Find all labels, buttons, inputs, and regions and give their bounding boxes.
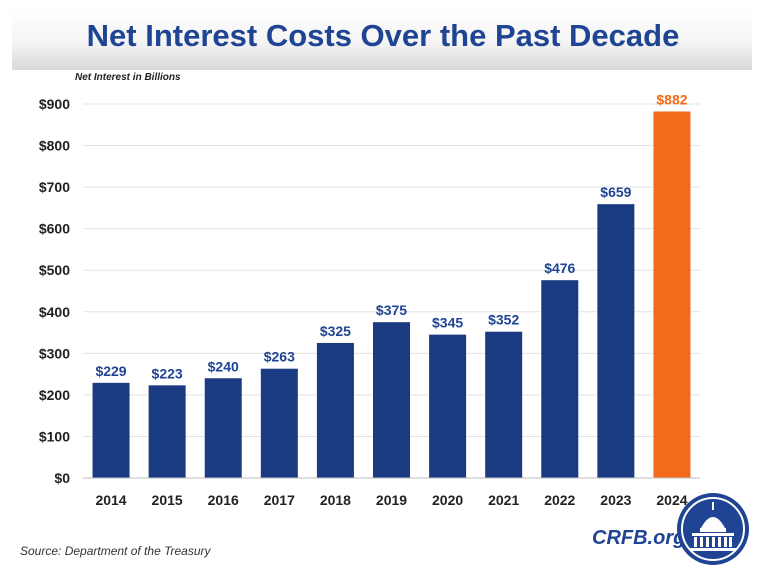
bar-2022 [541, 280, 579, 478]
data-label-2015: $223 [152, 365, 183, 381]
y-tick-label: $200 [39, 387, 70, 403]
x-tick-label: 2024 [656, 492, 687, 508]
data-label-2023: $659 [600, 184, 631, 200]
y-tick-label: $700 [39, 179, 70, 195]
bar-2016 [204, 378, 242, 478]
x-tick-label: 2020 [432, 492, 463, 508]
chart-title: Net Interest Costs Over the Past Decade [86, 18, 680, 53]
x-tick-label: 2017 [264, 492, 295, 508]
x-tick-label: 2018 [320, 492, 351, 508]
x-tick-label: 2016 [208, 492, 239, 508]
x-tick-label: 2022 [544, 492, 575, 508]
bar-2024 [653, 111, 691, 478]
data-label-2014: $229 [95, 363, 126, 379]
y-tick-label: $0 [54, 470, 70, 486]
data-label-2021: $352 [488, 312, 519, 328]
data-label-2024: $882 [656, 91, 687, 107]
data-label-2022: $476 [544, 260, 575, 276]
y-tick-label: $600 [39, 221, 70, 237]
bar-2014 [92, 382, 130, 478]
bar-2019 [373, 322, 410, 478]
data-labels: $229 $223 $240 $263 $325 $375 $345 $352 $476 $659… [95, 91, 687, 381]
data-label-2020: $345 [432, 315, 463, 331]
bars [92, 111, 691, 478]
capitol-seal-icon [677, 493, 749, 565]
y-tick-label: $900 [39, 96, 70, 112]
bar-2015 [148, 385, 186, 478]
y-tick-label: $300 [39, 345, 70, 361]
data-label-2019: $375 [376, 302, 407, 318]
data-label-2018: $325 [320, 323, 351, 339]
bar-2020 [429, 334, 467, 478]
x-tick-label: 2015 [152, 492, 183, 508]
bar-2017 [260, 368, 298, 478]
y-axis-label: Net Interest in Billions [75, 72, 181, 83]
bar-2018 [316, 342, 354, 478]
y-tick-label: $800 [39, 138, 70, 154]
source-note: Source: Department of the Treasury [20, 544, 211, 558]
grid-lines [83, 103, 700, 437]
title-band [12, 8, 752, 70]
x-tick-label: 2014 [95, 492, 126, 508]
y-tick-label: $100 [39, 428, 70, 444]
x-tick-label: 2019 [376, 492, 407, 508]
y-tick-labels: $0 $100 $200 $300 $400 $500 $600 $700 $800 $900 [39, 96, 70, 486]
bar-2023 [597, 204, 635, 478]
bar-2021 [485, 331, 523, 478]
x-tick-label: 2021 [488, 492, 519, 508]
brand-link[interactable]: CRFB.org [592, 527, 686, 549]
data-label-2017: $263 [264, 349, 295, 365]
x-tick-labels: 2014 2015 2016 2017 2018 2019 2020 2021 2022 2023… [95, 492, 687, 508]
data-label-2016: $240 [208, 358, 239, 374]
x-tick-label: 2023 [600, 492, 631, 508]
y-tick-label: $500 [39, 262, 70, 278]
y-tick-label: $400 [39, 304, 70, 320]
